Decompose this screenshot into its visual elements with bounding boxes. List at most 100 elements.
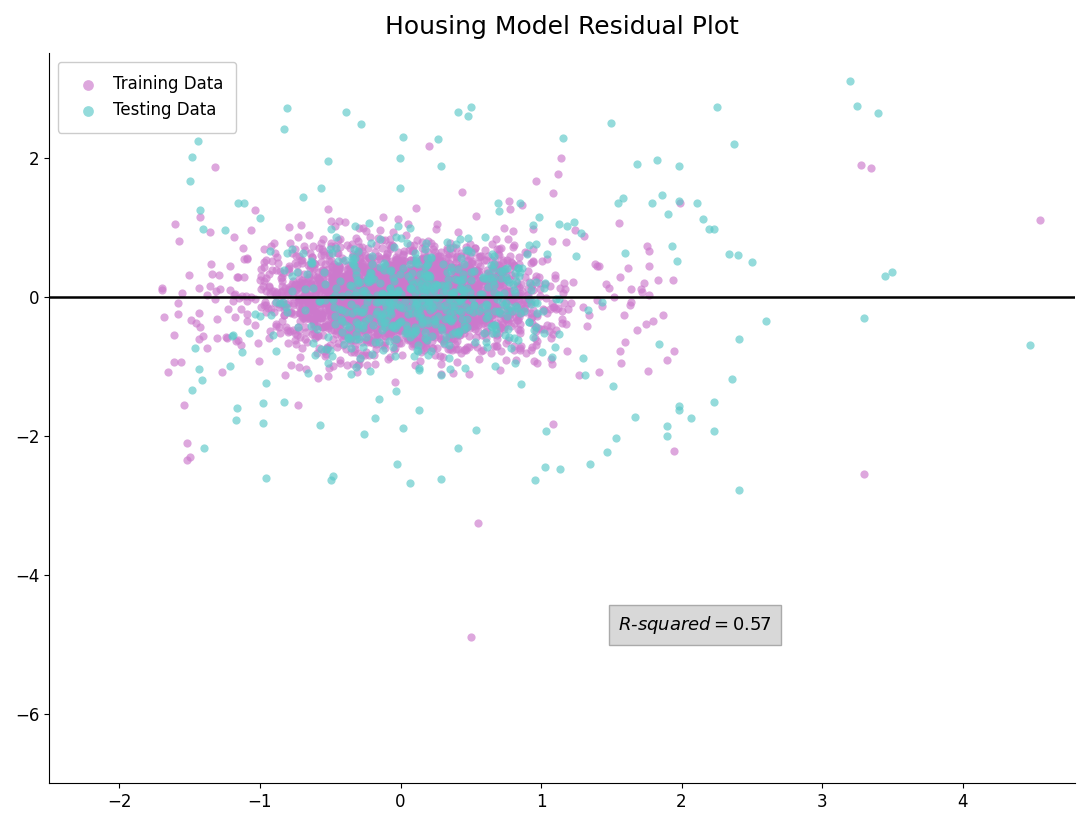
Testing Data [647,154,665,167]
Training Data [432,305,449,318]
Training Data [410,309,427,322]
Training Data [396,297,413,310]
Training Data [282,358,300,372]
Training Data [378,273,396,287]
Testing Data [343,279,361,292]
Training Data [445,320,462,334]
Training Data [393,273,411,287]
Training Data [441,278,459,292]
Training Data [388,310,405,323]
Training Data [315,275,332,288]
Testing Data [312,418,329,431]
Training Data [472,259,489,273]
Testing Data [323,292,340,305]
Training Data [252,300,269,313]
Training Data [367,307,385,320]
Training Data [450,299,468,312]
Training Data [392,274,410,287]
Training Data [365,336,383,349]
Training Data [350,282,367,295]
Training Data [387,286,404,299]
Training Data [441,319,459,332]
Testing Data [364,249,381,262]
Training Data [428,273,446,287]
Training Data [403,270,421,283]
Training Data [464,313,482,326]
Training Data [431,297,448,311]
Training Data [389,281,407,294]
Training Data [444,332,461,345]
Testing Data [413,316,431,329]
Training Data [292,305,310,318]
Training Data [358,318,375,331]
Training Data [340,281,358,294]
Training Data [428,301,446,315]
Testing Data [447,325,464,339]
Training Data [538,306,556,320]
Training Data [429,311,447,325]
Training Data [429,328,447,341]
Testing Data [414,272,432,285]
Testing Data [884,266,901,279]
Testing Data [302,319,319,332]
Training Data [397,228,414,241]
Training Data [395,297,412,311]
Training Data [335,316,352,329]
Training Data [377,317,395,330]
Training Data [361,292,378,305]
Training Data [378,276,396,289]
Testing Data [352,305,370,318]
Training Data [326,312,343,325]
Training Data [413,311,431,324]
Training Data [239,251,256,264]
Training Data [306,320,324,334]
Training Data [314,268,331,282]
Training Data [300,229,317,242]
Training Data [408,267,425,280]
Training Data [427,279,445,292]
Training Data [479,267,496,280]
Training Data [437,306,455,320]
Training Data [396,292,413,305]
Training Data [451,293,469,306]
Testing Data [572,226,590,240]
Training Data [524,283,542,297]
Training Data [397,299,414,312]
Testing Data [229,197,246,210]
Training Data [310,273,327,286]
Training Data [339,303,356,316]
Testing Data [414,296,432,309]
Training Data [350,311,367,324]
Training Data [441,301,459,314]
Training Data [427,274,445,287]
Training Data [181,450,198,463]
Training Data [473,295,490,308]
Training Data [375,280,392,293]
Testing Data [389,458,407,471]
Training Data [313,263,330,277]
Testing Data [354,305,372,318]
Training Data [401,309,419,322]
Training Data [348,292,365,306]
Training Data [264,263,281,277]
Training Data [455,314,472,327]
Training Data [335,314,352,327]
Training Data [448,309,465,322]
Training Data [405,302,423,316]
Training Data [331,304,349,317]
Training Data [331,261,349,274]
Training Data [426,273,444,287]
Testing Data [367,295,385,308]
Training Data [347,316,364,330]
Training Data [483,296,500,309]
Training Data [435,297,452,310]
Training Data [480,280,497,293]
Training Data [446,297,463,311]
Training Data [359,299,376,312]
Training Data [427,306,445,319]
Training Data [234,241,252,254]
Training Data [360,321,377,335]
Training Data [360,327,377,340]
Testing Data [506,331,523,344]
Training Data [500,194,518,207]
